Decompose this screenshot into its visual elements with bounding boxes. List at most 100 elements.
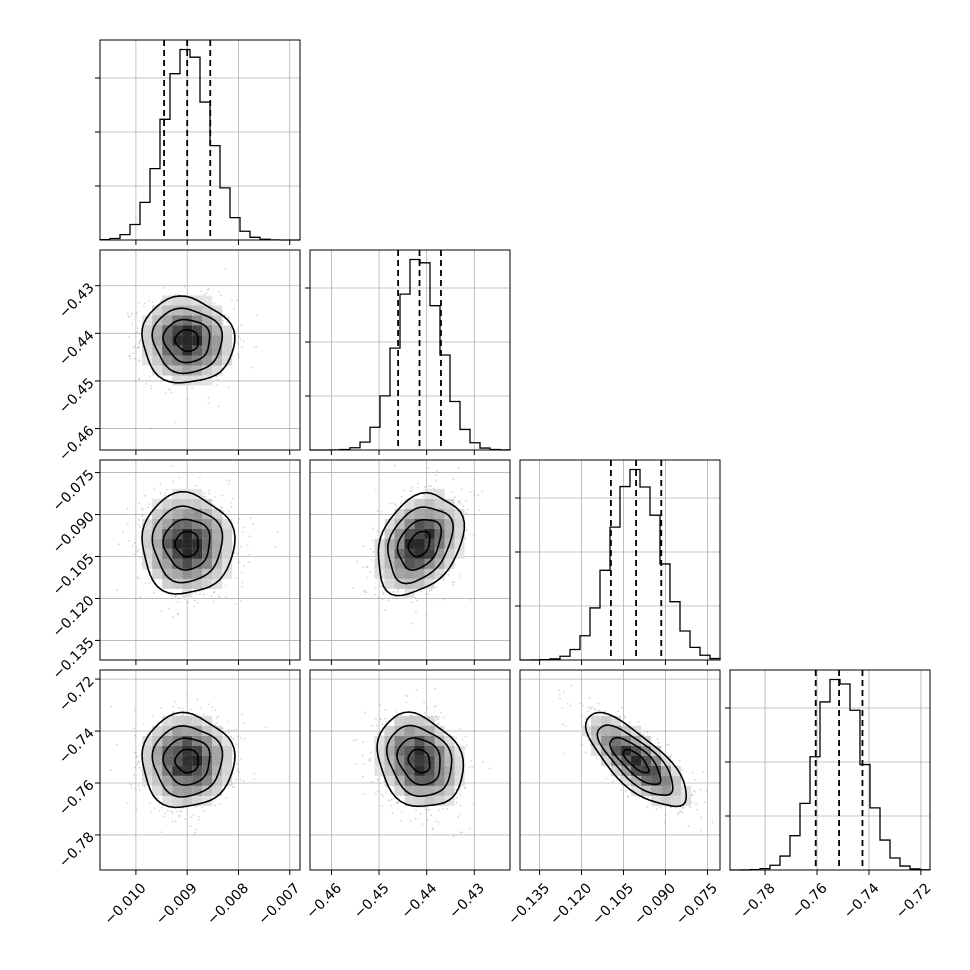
scatter-point — [435, 715, 437, 718]
scatter-point — [237, 353, 239, 355]
scatter-point — [236, 770, 239, 772]
panel-frame — [99, 459, 301, 661]
scatter-point — [459, 831, 462, 834]
density-cell — [152, 568, 163, 579]
density-cell — [434, 568, 445, 579]
scatter-point — [473, 802, 476, 805]
density-cell — [182, 745, 193, 756]
scatter-point — [186, 398, 189, 401]
scatter-point — [431, 599, 434, 601]
density-cell — [222, 755, 233, 766]
scatter-point — [369, 548, 371, 550]
scatter-point — [151, 715, 154, 718]
density-cell — [152, 498, 163, 509]
density-cell — [202, 518, 213, 529]
scatter-point — [437, 718, 440, 720]
scatter-point — [446, 807, 448, 810]
scatter-point — [236, 299, 238, 302]
scatter-point — [435, 704, 438, 707]
scatter-point — [195, 484, 198, 487]
density-cell — [202, 355, 213, 366]
scatter-point — [438, 716, 440, 718]
scatter-point — [364, 591, 366, 593]
scatter-point — [422, 496, 425, 498]
scatter-point — [371, 539, 374, 542]
scatter-point — [210, 595, 213, 597]
scatter-point — [233, 307, 236, 310]
scatter-panel-3-1: −0.46 −0.45 −0.44 −0.43 — [303, 669, 511, 922]
density-cell — [222, 745, 233, 756]
scatter-point — [226, 720, 229, 723]
scatter-point — [409, 490, 411, 492]
scatter-point — [133, 541, 136, 544]
scatter-point — [206, 288, 209, 291]
scatter-point — [460, 488, 463, 491]
scatter-point — [423, 701, 425, 704]
scatter-point — [215, 717, 218, 719]
density-cell — [394, 735, 405, 746]
scatter-point — [239, 778, 242, 781]
density-cell — [172, 755, 183, 766]
scatter-point — [137, 301, 140, 304]
scatter-point — [221, 494, 224, 497]
contour-line — [141, 295, 236, 384]
scatter-point — [235, 778, 238, 781]
scatter-point — [246, 544, 249, 547]
density-cell — [212, 325, 223, 336]
density-cell — [182, 785, 193, 796]
scatter-point — [430, 814, 432, 817]
scatter-point — [222, 323, 225, 325]
density-cell — [202, 538, 213, 549]
density-cell — [172, 508, 183, 519]
scatter-point — [145, 382, 148, 385]
scatter-point — [451, 491, 453, 493]
density-cell — [172, 375, 183, 386]
panel-frame — [99, 39, 301, 241]
density-cell — [142, 518, 153, 529]
density-cell — [212, 548, 223, 559]
scatter-point — [453, 581, 456, 583]
scatter-point — [242, 340, 245, 342]
scatter-point — [459, 813, 462, 816]
scatter-point — [247, 561, 250, 563]
density-cell — [182, 528, 193, 539]
scatter-point — [174, 594, 177, 597]
scatter-point — [410, 490, 413, 492]
scatter-point — [425, 613, 428, 616]
scatter-point — [202, 495, 205, 498]
scatter-point — [110, 769, 112, 772]
density-cell — [192, 518, 203, 529]
scatter-point — [190, 816, 193, 819]
scatter-point — [225, 596, 227, 598]
scatter-point — [276, 530, 279, 533]
scatter-point — [376, 790, 379, 793]
scatter-point — [481, 490, 483, 493]
scatter-point — [150, 810, 152, 813]
scatter-point — [240, 545, 243, 548]
scatter-point — [192, 813, 195, 816]
y-tick-label: −0.76 — [56, 777, 98, 819]
scatter-point — [376, 724, 378, 727]
y-tick-label: −0.44 — [56, 328, 98, 370]
density-cell — [222, 355, 233, 366]
scatter-point — [133, 357, 136, 360]
scatter-point — [177, 613, 180, 615]
scatter-point — [464, 747, 467, 749]
scatter-point — [425, 707, 428, 710]
scatter-point — [239, 737, 242, 739]
scatter-point — [411, 601, 414, 604]
scatter-point — [403, 489, 405, 492]
scatter-point — [203, 593, 205, 596]
scatter-point — [193, 605, 196, 608]
scatter-point — [138, 359, 141, 361]
y-tick-label: −0.78 — [56, 829, 98, 871]
scatter-point — [253, 778, 256, 781]
scatter-point — [436, 470, 438, 473]
scatter-point — [144, 302, 147, 305]
scatter-point — [375, 718, 377, 721]
scatter-point — [137, 785, 140, 787]
scatter-point — [435, 479, 437, 482]
density-cell — [384, 578, 395, 589]
scatter-point — [189, 825, 192, 827]
scatter-point — [164, 492, 167, 495]
